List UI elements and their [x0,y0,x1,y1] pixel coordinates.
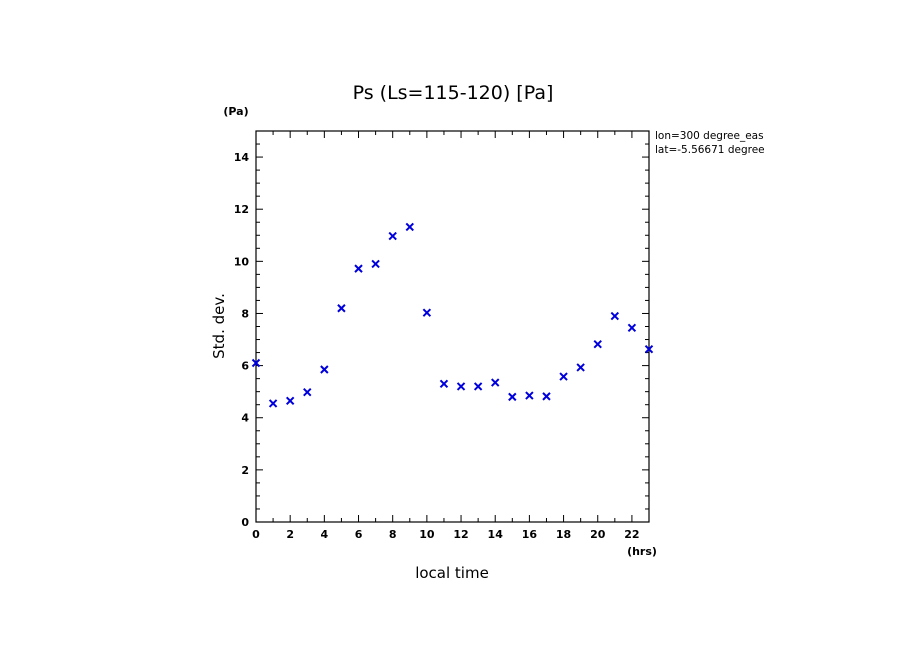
data-point [439,379,449,389]
y-tick-label: 12 [234,203,249,216]
data-point [388,231,397,241]
data-point [525,391,534,400]
data-point [610,311,620,321]
x-tick-label: 8 [389,528,397,541]
data-point [354,264,363,273]
x-tick-label: 20 [590,528,606,541]
x-tick-label: 12 [453,528,468,541]
y-tick-label: 4 [241,412,249,425]
plot-frame [255,130,650,523]
x-tick-label: 0 [252,528,260,541]
x-tick-label: 16 [522,528,538,541]
data-point [627,323,637,333]
data-points [251,222,654,408]
data-point [285,396,295,405]
x-axis-unit: (hrs) [627,545,657,558]
data-point [473,382,483,391]
data-point [593,340,602,349]
data-point [422,308,432,317]
annotation-latitude: lat=-5.56671 degree [655,144,765,156]
data-point [303,387,312,397]
data-point [644,344,654,354]
data-point [405,222,414,232]
y-tick-label: 8 [241,307,249,320]
data-point [456,382,466,391]
data-point [371,259,380,269]
x-tick-label: 6 [355,528,363,541]
x-axis-ticks: 0 2 4 6 8 10 12 14 16 18 20 22 [252,131,650,541]
x-tick-label: 22 [624,528,639,541]
y-axis-ticks: 0 2 4 6 8 10 12 14 [234,130,649,529]
data-point [268,399,278,408]
y-tick-label: 10 [234,255,250,268]
data-point [542,392,551,401]
data-point [320,365,329,374]
data-point [508,392,517,402]
x-tick-label: 14 [488,528,504,541]
data-point [337,304,346,313]
annotation-longitude: lon=300 degree_eas [655,130,764,142]
data-point [491,378,500,387]
chart-title: Ps (Ls=115-120) [Pa] [353,82,554,104]
data-point [251,358,261,368]
x-axis-label: local time [415,564,489,582]
y-tick-label: 6 [241,360,249,373]
x-tick-label: 2 [286,528,294,541]
data-point [576,363,585,372]
y-tick-label: 14 [234,151,250,164]
y-axis-label: Std. dev. [210,293,228,359]
x-tick-label: 4 [321,528,329,541]
x-tick-label: 18 [556,528,571,541]
x-tick-label: 10 [419,528,435,541]
y-tick-label: 0 [241,516,249,529]
y-axis-unit: (Pa) [223,105,248,118]
data-point [559,372,568,381]
y-tick-label: 2 [241,464,249,477]
